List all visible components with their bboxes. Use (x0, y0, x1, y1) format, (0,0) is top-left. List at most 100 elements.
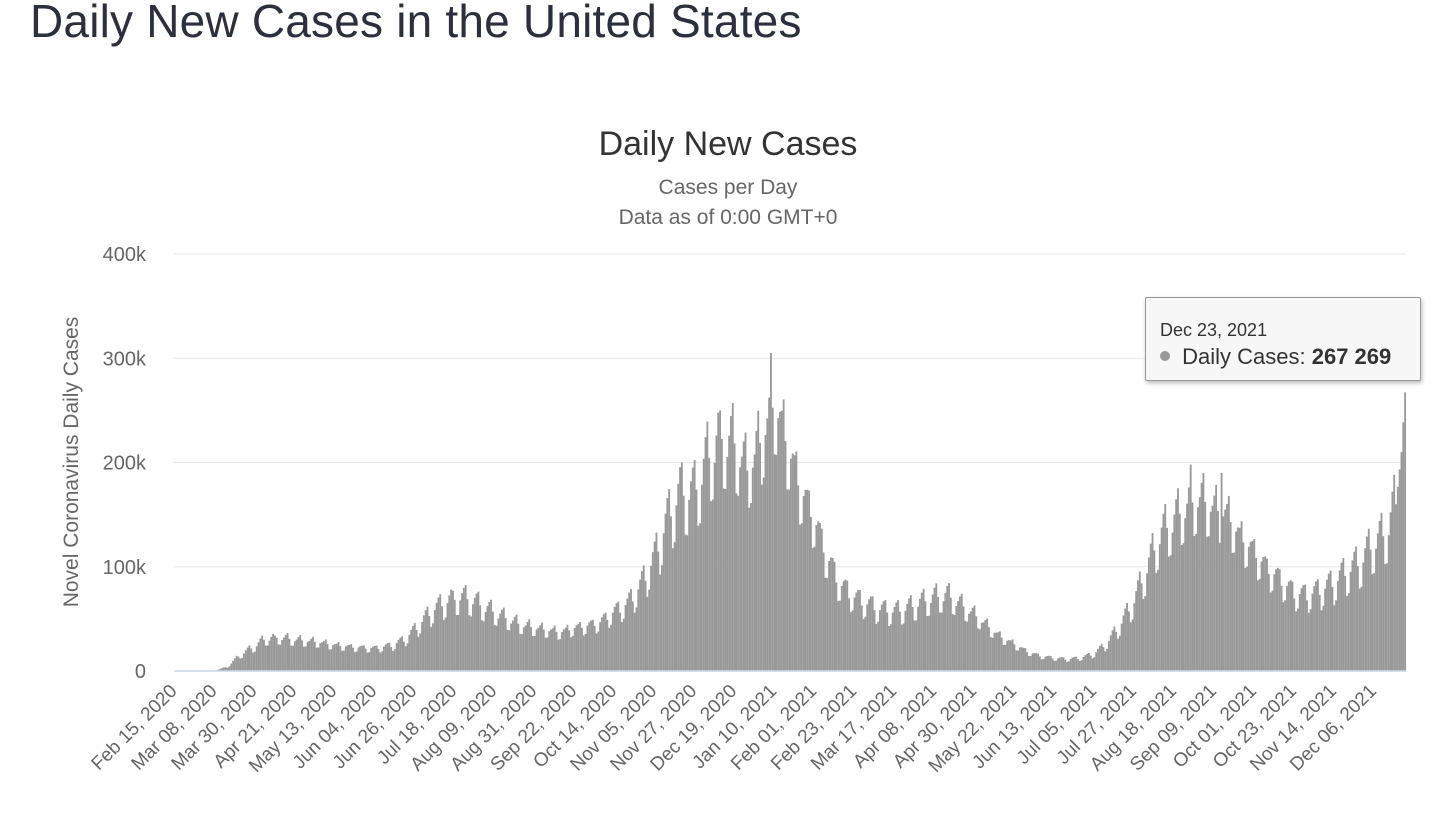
bar-daily-cases[interactable] (1353, 551, 1356, 671)
bar-daily-cases[interactable] (397, 639, 400, 671)
bar-daily-cases[interactable] (1262, 557, 1265, 671)
bar-daily-cases[interactable] (677, 483, 680, 671)
bar-daily-cases[interactable] (624, 605, 627, 671)
bar-daily-cases[interactable] (506, 629, 509, 671)
bar-daily-cases[interactable] (535, 629, 538, 671)
bar-daily-cases[interactable] (1340, 562, 1343, 671)
bar-daily-cases[interactable] (435, 602, 438, 671)
bar-daily-cases[interactable] (1380, 512, 1383, 671)
bar-daily-cases[interactable] (931, 594, 934, 671)
bar-daily-cases[interactable] (809, 517, 812, 671)
bar-daily-cases[interactable] (1013, 644, 1016, 671)
bar-daily-cases[interactable] (693, 460, 696, 671)
bar-daily-cases[interactable] (426, 606, 429, 671)
bar-daily-cases[interactable] (673, 542, 676, 671)
bar-daily-cases[interactable] (1251, 540, 1254, 671)
bar-daily-cases[interactable] (237, 656, 240, 671)
bar-daily-cases[interactable] (753, 454, 756, 671)
bar-daily-cases[interactable] (842, 581, 845, 671)
bar-daily-cases[interactable] (1040, 659, 1043, 671)
bar-daily-cases[interactable] (700, 484, 703, 671)
bar-daily-cases[interactable] (793, 455, 796, 671)
bar-daily-cases[interactable] (998, 631, 1001, 671)
bar-daily-cases[interactable] (1222, 516, 1225, 671)
bar-daily-cases[interactable] (799, 524, 801, 671)
bar-daily-cases[interactable] (264, 645, 267, 671)
bar-daily-cases[interactable] (1147, 557, 1150, 672)
bar-daily-cases[interactable] (1338, 570, 1341, 671)
bar-daily-cases[interactable] (855, 592, 858, 671)
bar-daily-cases[interactable] (1227, 495, 1230, 671)
bar-daily-cases[interactable] (944, 592, 947, 671)
bar-daily-cases[interactable] (860, 605, 863, 671)
bar-daily-cases[interactable] (899, 611, 901, 671)
bar-daily-cases[interactable] (1177, 488, 1179, 671)
bar-daily-cases[interactable] (470, 616, 473, 671)
bar-daily-cases[interactable] (951, 614, 954, 671)
bar-daily-cases[interactable] (786, 489, 789, 671)
bar-daily-cases[interactable] (668, 489, 671, 671)
bar-daily-cases[interactable] (608, 627, 611, 671)
bar-daily-cases[interactable] (466, 599, 469, 671)
bar-daily-cases[interactable] (1120, 623, 1123, 671)
bar-daily-cases[interactable] (909, 595, 912, 671)
bar-daily-cases[interactable] (1197, 507, 1199, 671)
bar-daily-cases[interactable] (646, 596, 649, 671)
bar-daily-cases[interactable] (404, 646, 407, 671)
bar-daily-cases[interactable] (1269, 592, 1272, 671)
bar-daily-cases[interactable] (975, 616, 978, 671)
bar-daily-cases[interactable] (570, 637, 572, 671)
bar-daily-cases[interactable] (1260, 561, 1263, 671)
bar-daily-cases[interactable] (1211, 505, 1214, 671)
bar-daily-cases[interactable] (328, 649, 331, 671)
bar-daily-cases[interactable] (1098, 646, 1101, 671)
bar-daily-cases[interactable] (1104, 651, 1107, 671)
bar-daily-cases[interactable] (1049, 656, 1052, 671)
bar-daily-cases[interactable] (417, 636, 420, 671)
bar-daily-cases[interactable] (1144, 596, 1147, 671)
bar-daily-cases[interactable] (393, 649, 396, 671)
bar-daily-cases[interactable] (221, 668, 224, 671)
bar-daily-cases[interactable] (680, 462, 683, 672)
bar-daily-cases[interactable] (1057, 658, 1059, 671)
bar-daily-cases[interactable] (1157, 569, 1159, 671)
bar-daily-cases[interactable] (395, 643, 398, 671)
bar-daily-cases[interactable] (1249, 541, 1252, 671)
bar-daily-cases[interactable] (1126, 602, 1129, 671)
bar-daily-cases[interactable] (617, 601, 620, 671)
bar-daily-cases[interactable] (283, 637, 285, 671)
bar-daily-cases[interactable] (557, 639, 560, 671)
bar-daily-cases[interactable] (1008, 640, 1010, 671)
bar-daily-cases[interactable] (1237, 527, 1239, 671)
bar-daily-cases[interactable] (1382, 536, 1385, 671)
bar-daily-cases[interactable] (1358, 588, 1361, 671)
bar-daily-cases[interactable] (1331, 586, 1334, 671)
bar-daily-cases[interactable] (377, 648, 380, 671)
bar-daily-cases[interactable] (762, 477, 765, 671)
bar-daily-cases[interactable] (1213, 495, 1216, 671)
bar-daily-cases[interactable] (1069, 658, 1072, 671)
bar-daily-cases[interactable] (1153, 550, 1156, 671)
bar-daily-cases[interactable] (1187, 487, 1190, 671)
bar-daily-cases[interactable] (519, 633, 522, 671)
bar-daily-cases[interactable] (955, 605, 958, 671)
bar-daily-cases[interactable] (771, 407, 774, 671)
bar-daily-cases[interactable] (1184, 518, 1187, 671)
bar-daily-cases[interactable] (446, 603, 449, 671)
bar-daily-cases[interactable] (1326, 579, 1328, 671)
bar-daily-cases[interactable] (962, 606, 965, 671)
bar-daily-cases[interactable] (1253, 539, 1256, 671)
bar-daily-cases[interactable] (857, 590, 860, 671)
bar-daily-cases[interactable] (1282, 602, 1285, 671)
bar-daily-cases[interactable] (1024, 648, 1027, 671)
bar-daily-cases[interactable] (312, 636, 314, 671)
bar-daily-cases[interactable] (770, 353, 772, 671)
bar-daily-cases[interactable] (808, 490, 811, 671)
bar-daily-cases[interactable] (277, 644, 280, 671)
bar-daily-cases[interactable] (613, 606, 616, 671)
bar-daily-cases[interactable] (335, 643, 338, 671)
bar-daily-cases[interactable] (991, 637, 994, 671)
bar-daily-cases[interactable] (984, 620, 987, 671)
bar-daily-cases[interactable] (1191, 502, 1194, 671)
bar-daily-cases[interactable] (248, 645, 251, 671)
